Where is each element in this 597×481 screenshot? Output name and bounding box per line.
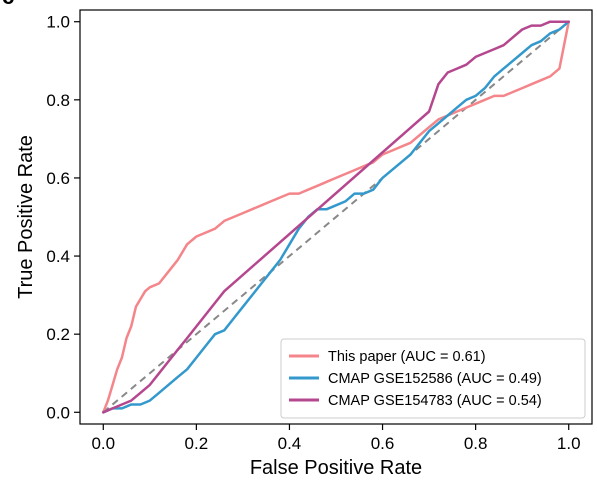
- roc-series-2: [102, 20, 570, 414]
- legend-box: [280, 338, 586, 419]
- x-axis-ticks: 0.0 0.2 0.4 0.6 0.8 1.0: [91, 424, 581, 453]
- y-axis-ticks: 0.0 0.2 0.4 0.6 0.8 1.0: [46, 13, 80, 422]
- x-tick-label: 0.6: [371, 434, 395, 453]
- x-axis-label: False Positive Rate: [250, 457, 422, 479]
- y-tick-label: 0.0: [46, 403, 70, 422]
- y-tick-label: 0.6: [46, 169, 70, 188]
- legend-label-3: CMAP GSE154783 (AUC = 0.54): [328, 393, 542, 409]
- x-tick-label: 0.2: [185, 434, 209, 453]
- y-tick-label: 0.4: [46, 247, 70, 266]
- roc-series-1: [102, 20, 570, 414]
- plot-frame: [79, 9, 593, 425]
- x-tick-label: 0.4: [278, 434, 302, 453]
- x-tick-label: 0.8: [464, 434, 488, 453]
- legend: This paper (AUC = 0.61) CMAP GSE152586 (A…: [280, 338, 586, 419]
- roc-curves: [102, 20, 570, 414]
- y-axis-label: True Positive Rate: [15, 135, 37, 299]
- legend-label-1: This paper (AUC = 0.61): [328, 349, 486, 365]
- plot-area: [79, 9, 593, 425]
- legend-label-2: CMAP GSE152586 (AUC = 0.49): [328, 371, 542, 387]
- roc-series-3: [102, 20, 570, 414]
- panel-label: c: [2, 0, 14, 9]
- y-tick-label: 0.8: [46, 91, 70, 110]
- x-tick-label: 0.0: [91, 434, 115, 453]
- y-tick-label: 1.0: [46, 13, 70, 32]
- x-tick-label: 1.0: [557, 434, 581, 453]
- y-tick-label: 0.2: [46, 325, 70, 344]
